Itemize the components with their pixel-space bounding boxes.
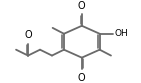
Text: OH: OH: [115, 29, 129, 38]
Text: O: O: [78, 1, 86, 11]
Text: O: O: [78, 73, 86, 83]
Text: O: O: [24, 30, 32, 40]
